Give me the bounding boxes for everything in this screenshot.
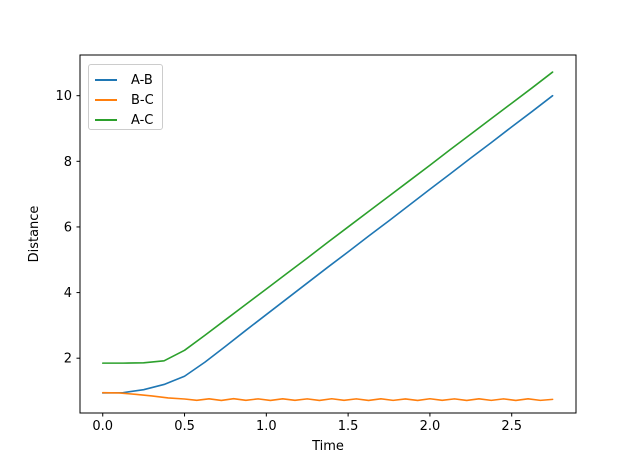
y-tick-label: 4	[64, 286, 72, 301]
axes-spines	[79, 54, 577, 414]
legend-item: A-B	[89, 70, 162, 90]
x-tick-label: 1.5	[338, 419, 359, 434]
legend-label: A-B	[131, 72, 153, 88]
legend-item: B-C	[89, 90, 162, 110]
x-tick-label: 0.0	[92, 419, 113, 434]
legend: A-B B-C A-C	[88, 64, 163, 130]
legend-line-sample	[95, 79, 117, 81]
legend-item: A-C	[89, 110, 162, 130]
series-line-A-B	[101, 94, 554, 394]
y-tick-label: 8	[64, 155, 72, 170]
x-tick-label: 2.0	[420, 419, 441, 434]
x-tick-label: 0.5	[174, 419, 195, 434]
legend-label: B-C	[131, 92, 154, 108]
tick-labels: 0.0 0.5 1.0 1.5 2.0 2.5 2 4 6 8 10	[55, 89, 522, 434]
y-tick-label: 2	[64, 352, 72, 367]
y-axis-label: Distance	[27, 206, 42, 263]
x-axis-label: Time	[311, 439, 344, 454]
series-line-A-C	[101, 71, 554, 364]
legend-line-sample	[95, 99, 117, 101]
tick-marks	[76, 95, 513, 417]
legend-line-sample	[95, 119, 117, 121]
y-tick-label: 10	[55, 89, 72, 104]
legend-label: A-C	[131, 112, 154, 128]
plot-series	[101, 71, 554, 402]
series-line-B-C	[101, 391, 554, 402]
x-tick-label: 2.5	[501, 419, 522, 434]
x-tick-label: 1.0	[256, 419, 277, 434]
y-tick-label: 6	[64, 220, 72, 235]
